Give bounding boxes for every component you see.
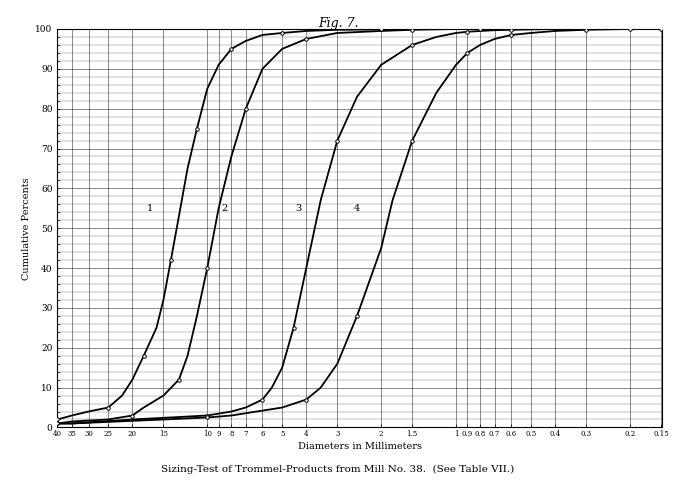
X-axis label: Diameters in Millimeters: Diameters in Millimeters [298,442,422,452]
Text: 4: 4 [354,204,360,213]
Text: Sizing-Test of Trommel-Products from Mill No. 38.  (See Table VII.): Sizing-Test of Trommel-Products from Mil… [162,465,514,474]
Y-axis label: Cumulative Percents: Cumulative Percents [22,177,31,280]
Text: 3: 3 [295,204,301,213]
Text: 1: 1 [147,204,153,213]
Text: 2: 2 [222,204,228,213]
Text: Fig. 7.: Fig. 7. [318,17,358,30]
